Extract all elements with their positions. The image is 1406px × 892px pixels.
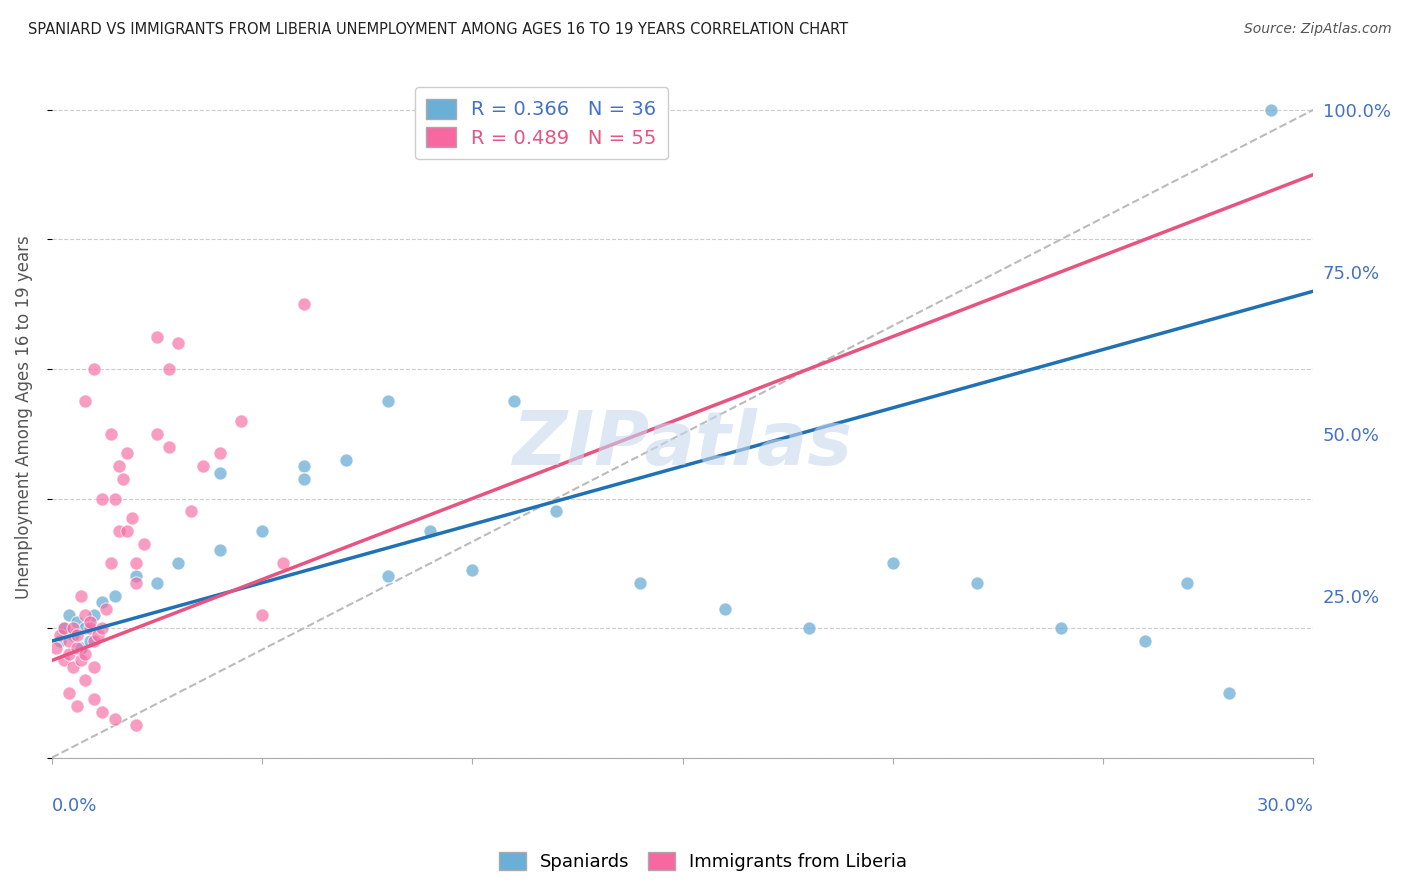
Point bbox=[167, 336, 190, 351]
Text: SPANIARD VS IMMIGRANTS FROM LIBERIA UNEMPLOYMENT AMONG AGES 16 TO 19 YEARS CORRE: SPANIARD VS IMMIGRANTS FROM LIBERIA UNEM… bbox=[28, 22, 848, 37]
Point bbox=[83, 362, 105, 376]
Point bbox=[108, 459, 131, 474]
Point bbox=[70, 640, 93, 655]
Point bbox=[146, 329, 169, 343]
Point bbox=[91, 621, 114, 635]
Point bbox=[191, 459, 214, 474]
Point bbox=[117, 446, 139, 460]
Text: ZIPatlas: ZIPatlas bbox=[513, 409, 852, 482]
Point bbox=[104, 712, 127, 726]
Point bbox=[167, 557, 190, 571]
Point bbox=[83, 634, 105, 648]
Point bbox=[159, 362, 181, 376]
Point bbox=[58, 686, 80, 700]
Point bbox=[377, 394, 399, 409]
Point bbox=[45, 640, 67, 655]
Point bbox=[117, 524, 139, 538]
Point bbox=[104, 491, 127, 506]
Point bbox=[75, 394, 97, 409]
Point bbox=[208, 446, 231, 460]
Point bbox=[208, 466, 231, 480]
Point bbox=[121, 511, 143, 525]
Point bbox=[966, 575, 988, 590]
Point bbox=[419, 524, 441, 538]
Point bbox=[1218, 686, 1240, 700]
Point bbox=[335, 452, 357, 467]
Point bbox=[70, 589, 93, 603]
Point bbox=[503, 394, 526, 409]
Legend: R = 0.366   N = 36, R = 0.489   N = 55: R = 0.366 N = 36, R = 0.489 N = 55 bbox=[415, 87, 668, 160]
Point bbox=[53, 621, 76, 635]
Point bbox=[208, 543, 231, 558]
Point bbox=[79, 634, 101, 648]
Point bbox=[1175, 575, 1198, 590]
Point bbox=[125, 575, 148, 590]
Point bbox=[713, 601, 735, 615]
Point bbox=[377, 569, 399, 583]
Point bbox=[79, 615, 101, 629]
Point bbox=[87, 627, 110, 641]
Point bbox=[62, 621, 84, 635]
Point bbox=[100, 557, 122, 571]
Text: Source: ZipAtlas.com: Source: ZipAtlas.com bbox=[1244, 22, 1392, 37]
Point bbox=[125, 718, 148, 732]
Point bbox=[66, 640, 89, 655]
Text: 30.0%: 30.0% bbox=[1257, 797, 1313, 814]
Point bbox=[75, 673, 97, 687]
Point bbox=[79, 621, 101, 635]
Point bbox=[271, 557, 294, 571]
Point bbox=[91, 706, 114, 720]
Point bbox=[630, 575, 652, 590]
Point bbox=[104, 589, 127, 603]
Point bbox=[83, 692, 105, 706]
Point bbox=[83, 608, 105, 623]
Point bbox=[292, 472, 315, 486]
Point bbox=[461, 563, 484, 577]
Point bbox=[66, 627, 89, 641]
Point bbox=[1260, 103, 1282, 117]
Point bbox=[159, 440, 181, 454]
Point bbox=[62, 627, 84, 641]
Point bbox=[180, 504, 202, 518]
Point bbox=[1133, 634, 1156, 648]
Point bbox=[58, 647, 80, 661]
Y-axis label: Unemployment Among Ages 16 to 19 years: Unemployment Among Ages 16 to 19 years bbox=[15, 235, 32, 599]
Point bbox=[146, 575, 169, 590]
Legend: Spaniards, Immigrants from Liberia: Spaniards, Immigrants from Liberia bbox=[492, 845, 914, 879]
Point bbox=[66, 698, 89, 713]
Point bbox=[108, 524, 131, 538]
Point bbox=[797, 621, 820, 635]
Point bbox=[83, 660, 105, 674]
Point bbox=[546, 504, 568, 518]
Point bbox=[70, 653, 93, 667]
Point bbox=[125, 557, 148, 571]
Point bbox=[62, 660, 84, 674]
Point bbox=[53, 653, 76, 667]
Point bbox=[66, 615, 89, 629]
Point bbox=[58, 608, 80, 623]
Point bbox=[292, 459, 315, 474]
Point bbox=[49, 634, 72, 648]
Point bbox=[91, 491, 114, 506]
Point bbox=[146, 426, 169, 441]
Point bbox=[100, 426, 122, 441]
Point bbox=[1050, 621, 1073, 635]
Point bbox=[250, 524, 273, 538]
Point bbox=[49, 627, 72, 641]
Point bbox=[96, 601, 118, 615]
Point bbox=[58, 634, 80, 648]
Point bbox=[229, 414, 252, 428]
Point bbox=[134, 537, 156, 551]
Point bbox=[75, 647, 97, 661]
Point bbox=[250, 608, 273, 623]
Point bbox=[53, 621, 76, 635]
Point bbox=[75, 608, 97, 623]
Point bbox=[112, 472, 135, 486]
Text: 0.0%: 0.0% bbox=[52, 797, 97, 814]
Point bbox=[75, 621, 97, 635]
Point bbox=[882, 557, 904, 571]
Point bbox=[292, 297, 315, 311]
Point bbox=[91, 595, 114, 609]
Point bbox=[125, 569, 148, 583]
